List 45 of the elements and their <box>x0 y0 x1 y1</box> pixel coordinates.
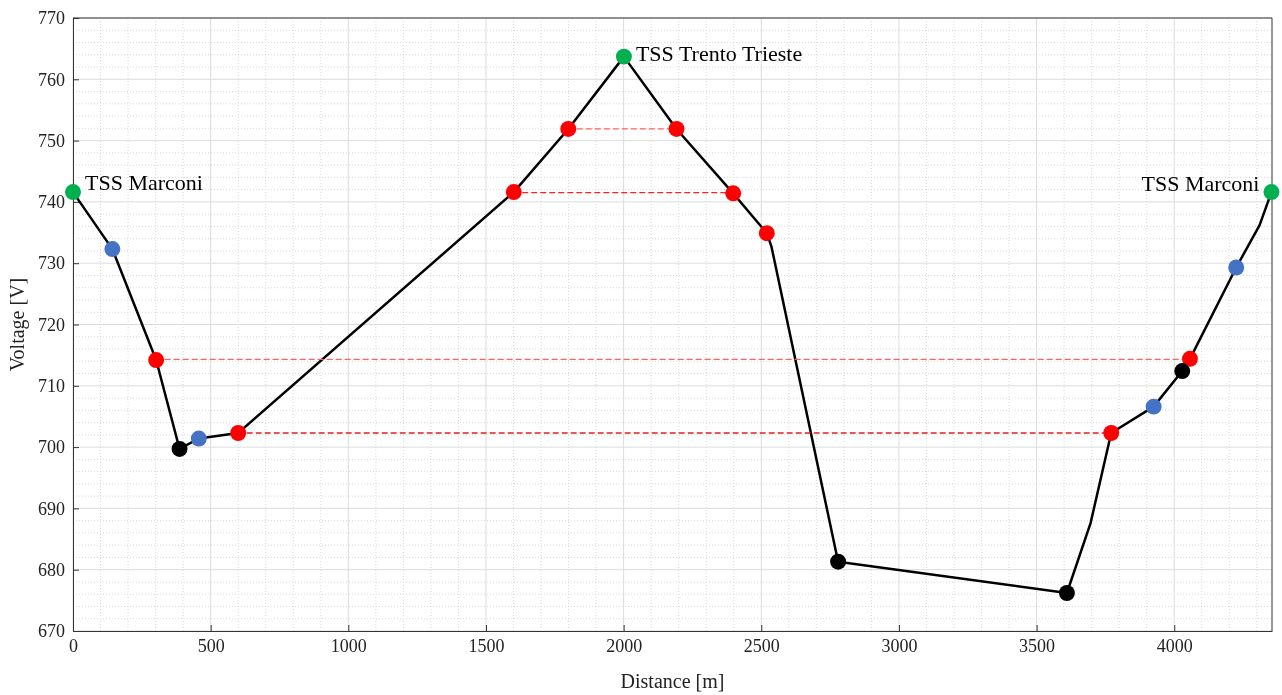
point <box>668 120 685 137</box>
point <box>65 184 81 201</box>
point <box>615 48 632 65</box>
point <box>830 553 847 570</box>
point <box>560 120 577 137</box>
point <box>230 425 247 441</box>
point <box>171 440 188 457</box>
x-tick-label: 3500 <box>1019 635 1056 656</box>
y-tick-label: 730 <box>38 253 65 274</box>
y-tick-label: 680 <box>38 559 65 580</box>
point <box>148 352 165 369</box>
y-tick-label: 670 <box>38 621 65 642</box>
annotation: TSS Trento Trieste <box>635 40 803 66</box>
y-tick-label: 740 <box>38 192 65 213</box>
y-tick-label: 710 <box>38 376 65 397</box>
point <box>1145 398 1162 415</box>
y-tick-label: 690 <box>38 498 65 519</box>
x-tick-label: 3000 <box>881 635 918 656</box>
x-tick-label: 0 <box>69 635 78 656</box>
x-tick-label: 4000 <box>1156 635 1193 656</box>
point <box>1174 363 1191 380</box>
x-tick-label: 1500 <box>468 635 505 656</box>
point <box>758 225 775 242</box>
y-axis-title: Voltage [V] <box>6 277 29 372</box>
y-tick-label: 720 <box>38 314 65 335</box>
point <box>1263 184 1280 201</box>
x-axis-title: Distance [m] <box>620 670 725 692</box>
point <box>505 184 522 201</box>
annotation: TSS Marconi <box>1141 171 1260 197</box>
point <box>104 241 121 258</box>
y-tick-label: 760 <box>38 69 65 90</box>
x-tick-label: 500 <box>197 635 225 656</box>
y-tick-label: 750 <box>38 130 65 151</box>
point <box>190 430 207 447</box>
point <box>1058 585 1075 601</box>
x-tick-label: 2500 <box>743 635 780 656</box>
point <box>725 185 742 202</box>
y-tick-label: 770 <box>38 8 65 29</box>
point <box>1181 350 1198 367</box>
annotation: TSS Marconi <box>85 170 203 196</box>
x-tick-label: 1000 <box>330 635 367 656</box>
point <box>1103 425 1120 441</box>
point <box>1228 259 1245 276</box>
x-tick-label: 2000 <box>606 635 643 656</box>
y-tick-label: 700 <box>38 437 65 458</box>
